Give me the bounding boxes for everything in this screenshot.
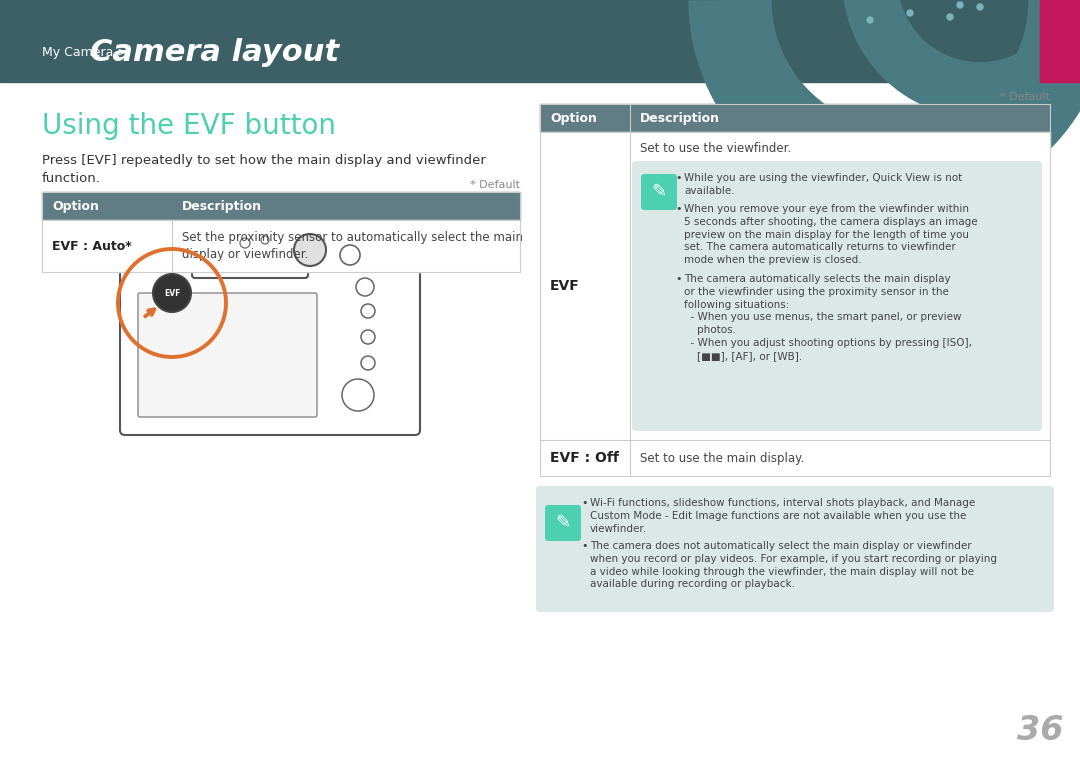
Bar (540, 440, 1050, 476)
Text: Camera layout: Camera layout (90, 37, 339, 67)
Circle shape (361, 330, 375, 344)
Text: EVF: EVF (550, 279, 580, 293)
Text: My Camera >: My Camera > (42, 45, 127, 58)
Circle shape (340, 245, 360, 265)
Text: •: • (581, 498, 588, 508)
Text: While you are using the viewfinder, Quick View is not
available.: While you are using the viewfinder, Quic… (684, 173, 962, 196)
Text: ✎: ✎ (555, 514, 570, 532)
Text: •: • (581, 541, 588, 551)
Circle shape (947, 14, 953, 20)
Text: * Default: * Default (1000, 92, 1050, 102)
Bar (42, 192, 519, 220)
Text: When you remove your eye from the viewfinder within
5 seconds after shooting, th: When you remove your eye from the viewfi… (684, 204, 977, 265)
FancyBboxPatch shape (192, 234, 308, 278)
Text: Set the proximity sensor to automatically select the main
display or viewfinder.: Set the proximity sensor to automaticall… (183, 231, 523, 261)
FancyBboxPatch shape (536, 486, 1054, 612)
Circle shape (294, 234, 326, 266)
Circle shape (907, 10, 913, 16)
Circle shape (361, 304, 375, 318)
Text: •: • (675, 204, 681, 214)
FancyBboxPatch shape (138, 293, 318, 417)
Text: Wi-Fi functions, slideshow functions, interval shots playback, and Manage
Custom: Wi-Fi functions, slideshow functions, in… (590, 498, 975, 534)
Text: EVF: EVF (164, 288, 180, 298)
FancyBboxPatch shape (632, 161, 1042, 431)
Bar (0, 0, 1080, 82)
Text: 36: 36 (1016, 714, 1063, 747)
FancyBboxPatch shape (208, 233, 287, 265)
Circle shape (361, 356, 375, 370)
Circle shape (342, 379, 374, 411)
Text: The camera automatically selects the main display
or the viewfinder using the pr: The camera automatically selects the mai… (684, 274, 972, 361)
Circle shape (356, 278, 374, 296)
Circle shape (867, 17, 873, 23)
Text: Press [EVF] repeatedly to set how the main display and viewfinder
function.: Press [EVF] repeatedly to set how the ma… (42, 154, 486, 185)
FancyBboxPatch shape (642, 174, 677, 210)
FancyBboxPatch shape (545, 505, 581, 541)
Text: EVF : Off: EVF : Off (550, 451, 619, 465)
Text: The camera does not automatically select the main display or viewfinder
when you: The camera does not automatically select… (590, 541, 997, 589)
Text: Set to use the viewfinder.: Set to use the viewfinder. (640, 142, 792, 155)
Text: ✎: ✎ (651, 183, 666, 201)
Text: Description: Description (183, 200, 262, 213)
Text: Description: Description (640, 112, 720, 125)
Text: Option: Option (52, 200, 99, 213)
Bar (42, 220, 519, 272)
Text: EVF : Auto*: EVF : Auto* (52, 239, 132, 252)
Circle shape (153, 274, 191, 312)
Text: •: • (675, 173, 681, 183)
Circle shape (957, 2, 963, 8)
Circle shape (240, 238, 249, 248)
Bar (540, 132, 1050, 440)
Text: * Default: * Default (470, 180, 519, 190)
Bar (1040, 0, 1080, 82)
FancyBboxPatch shape (120, 250, 420, 435)
Text: •: • (675, 274, 681, 284)
Circle shape (977, 4, 983, 10)
Circle shape (261, 236, 269, 244)
Bar (540, 104, 1050, 132)
Text: Using the EVF button: Using the EVF button (42, 112, 336, 140)
Text: Option: Option (550, 112, 597, 125)
Text: Set to use the main display.: Set to use the main display. (640, 451, 805, 464)
